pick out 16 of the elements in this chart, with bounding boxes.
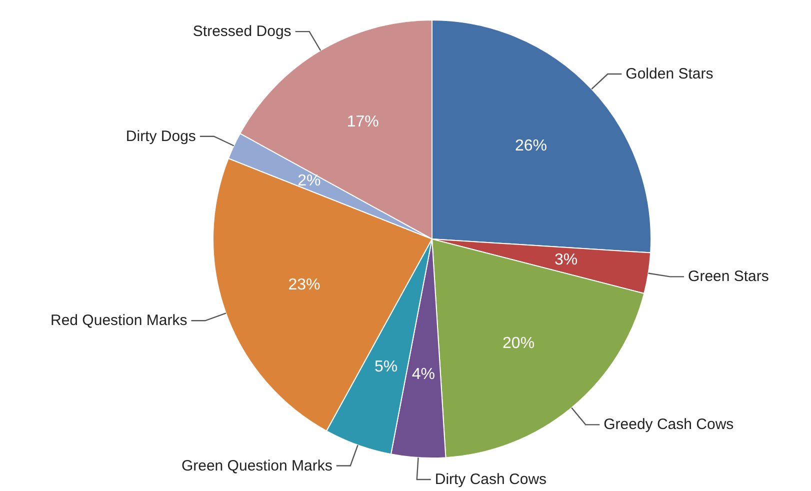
- slice-label: Dirty Cash Cows: [434, 471, 547, 488]
- data-label: 2%: [298, 172, 321, 190]
- data-label: 23%: [288, 276, 320, 294]
- data-label: 4%: [412, 366, 436, 384]
- slice-label: Red Question Marks: [50, 312, 188, 330]
- data-label: 3%: [554, 252, 578, 269]
- data-label: 26%: [514, 138, 547, 155]
- slice-label: Dirty Dogs: [126, 128, 196, 145]
- slice-label: Greedy Cash Cows: [604, 416, 734, 434]
- slice-label: Green Question Marks: [181, 457, 332, 474]
- data-label: 17%: [346, 114, 379, 131]
- data-label: 5%: [374, 358, 398, 376]
- slice-label: Green Stars: [688, 268, 769, 286]
- data-label: 20%: [502, 335, 535, 352]
- slice-label: Golden Stars: [626, 66, 714, 83]
- slice-label: Stressed Dogs: [192, 23, 292, 40]
